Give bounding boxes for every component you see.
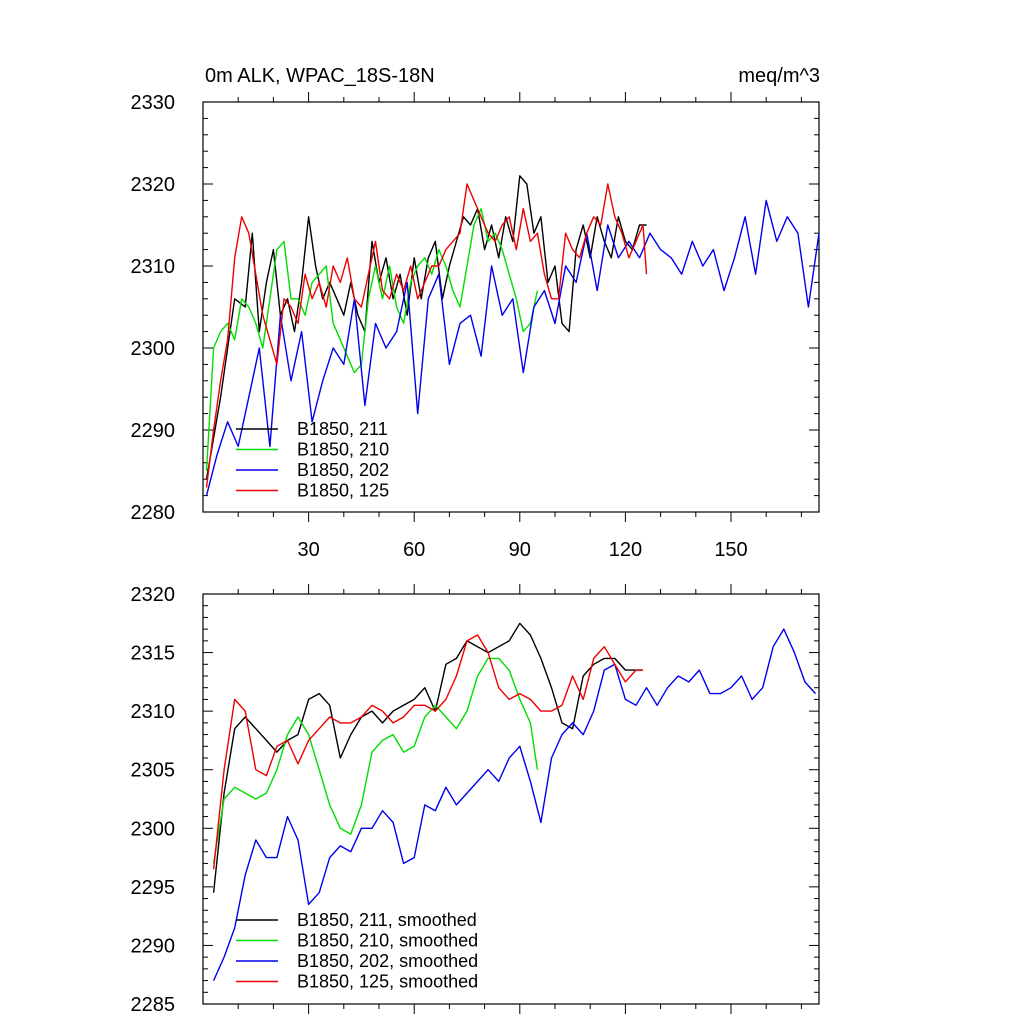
y-tick-label: 2310 [131,701,176,723]
y-tick-label: 2290 [131,420,176,442]
y-tick-label: 2285 [131,994,176,1016]
legend-label-b1850-210: B1850, 210 [297,440,389,460]
y-tick-label: 2290 [131,935,176,957]
legend-label-b1850-202: B1850, 202 [297,460,389,480]
y-tick-label: 2300 [131,338,176,360]
y-tick-label: 2320 [131,584,176,606]
legend-label-b1850-210-smoothed: B1850, 210, smoothed [297,931,478,951]
y-tick-label: 2315 [131,643,176,665]
legend-label-b1850-202-smoothed: B1850, 202, smoothed [297,951,478,971]
y-tick-label: 2280 [131,502,176,524]
series-line-b1850-125 [205,183,648,488]
chart-panel-bottom: 2285 2290 2295 2300 2305 2310 2315 2320 B1850, 2… [131,584,820,1016]
legend-label-b1850-125-smoothed: B1850, 125, smoothed [297,972,478,992]
units-label: meq/m^3 [738,65,820,87]
legend-label-b1850-211-smoothed: B1850, 211, smoothed [297,910,477,930]
series-line-b1850-202 [205,199,820,496]
series-line-b1850-211 [205,175,647,480]
y-tick-label: 2305 [131,760,176,782]
y-tick-label: 2310 [131,256,176,278]
legend-label-b1850-211: B1850, 211 [297,419,388,439]
legend-label-b1850-125: B1850, 125 [297,481,389,501]
y-tick-label: 2300 [131,818,176,840]
x-tick-label: 150 [714,539,747,561]
x-tick-label: 90 [509,539,531,561]
x-tick-label: 30 [297,539,319,561]
x-tick-label: 120 [609,539,642,561]
y-tick-label: 2320 [131,174,176,196]
chart-panel-top: 0m ALK, WPAC_18S-18N meq/m^3 2280 2290 230… [131,65,821,561]
y-tick-label: 2295 [131,877,176,899]
series-line-b1850-125-smoothed [212,634,643,870]
plot-frame [202,593,820,1005]
series-line-b1850-210 [205,207,539,472]
plot-frame [202,101,820,513]
series-line-b1850-202-smoothed [212,628,817,981]
y-tick-label: 2330 [131,92,176,114]
x-tick-label: 60 [403,539,425,561]
chart-title: 0m ALK, WPAC_18S-18N [205,65,435,87]
series-line-b1850-210-smoothed [212,657,539,864]
